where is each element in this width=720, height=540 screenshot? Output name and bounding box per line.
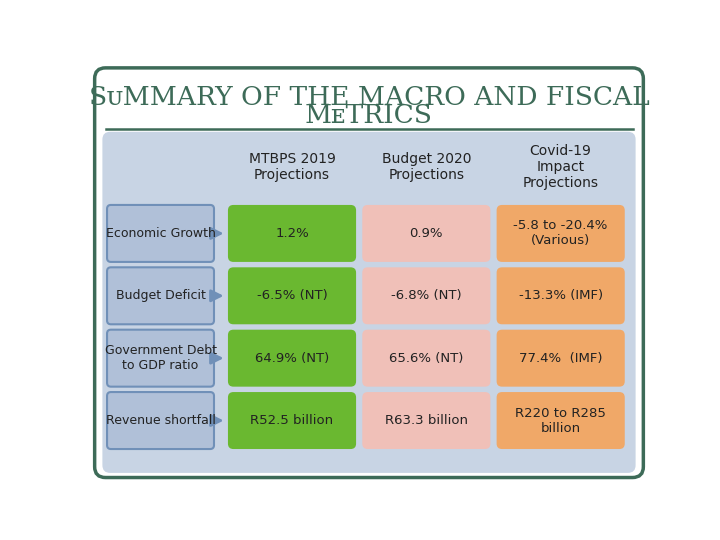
FancyBboxPatch shape <box>228 330 356 387</box>
FancyBboxPatch shape <box>362 267 490 325</box>
Text: Budget 2020
Projections: Budget 2020 Projections <box>382 152 471 183</box>
FancyBboxPatch shape <box>94 68 644 477</box>
FancyBboxPatch shape <box>107 267 214 325</box>
Text: -5.8 to -20.4%
(Various): -5.8 to -20.4% (Various) <box>513 219 608 247</box>
FancyBboxPatch shape <box>497 392 625 449</box>
Text: Economic Growth: Economic Growth <box>106 227 215 240</box>
Text: 0.9%: 0.9% <box>410 227 443 240</box>
FancyBboxPatch shape <box>362 205 490 262</box>
Text: R52.5 billion: R52.5 billion <box>251 414 333 427</box>
FancyBboxPatch shape <box>497 205 625 262</box>
Text: Revenue shortfall: Revenue shortfall <box>106 414 215 427</box>
FancyBboxPatch shape <box>228 205 356 262</box>
Text: 64.9% (NT): 64.9% (NT) <box>255 352 329 365</box>
Text: 1.2%: 1.2% <box>275 227 309 240</box>
Text: -6.5% (NT): -6.5% (NT) <box>256 289 328 302</box>
FancyBboxPatch shape <box>107 330 214 387</box>
Text: 77.4%  (IMF): 77.4% (IMF) <box>519 352 603 365</box>
FancyBboxPatch shape <box>362 392 490 449</box>
Text: R220 to R285
billion: R220 to R285 billion <box>516 407 606 435</box>
FancyBboxPatch shape <box>362 330 490 387</box>
FancyBboxPatch shape <box>497 330 625 387</box>
Text: Covid-19
Impact
Projections: Covid-19 Impact Projections <box>523 144 599 191</box>
FancyBboxPatch shape <box>228 392 356 449</box>
Text: SᴜMMARY OF THE MACRO AND FISCAL: SᴜMMARY OF THE MACRO AND FISCAL <box>89 85 649 110</box>
FancyBboxPatch shape <box>102 132 636 473</box>
Text: MTBPS 2019
Projections: MTBPS 2019 Projections <box>248 152 336 183</box>
Text: R63.3 billion: R63.3 billion <box>385 414 468 427</box>
FancyBboxPatch shape <box>497 267 625 325</box>
FancyBboxPatch shape <box>107 392 214 449</box>
Text: MᴇTRICS: MᴇTRICS <box>305 103 433 128</box>
FancyBboxPatch shape <box>107 205 214 262</box>
Text: -6.8% (NT): -6.8% (NT) <box>391 289 462 302</box>
Text: 65.6% (NT): 65.6% (NT) <box>390 352 464 365</box>
Text: Budget Deficit: Budget Deficit <box>116 289 205 302</box>
Text: Government Debt
to GDP ratio: Government Debt to GDP ratio <box>104 344 217 372</box>
FancyBboxPatch shape <box>228 267 356 325</box>
Text: -13.3% (IMF): -13.3% (IMF) <box>518 289 603 302</box>
